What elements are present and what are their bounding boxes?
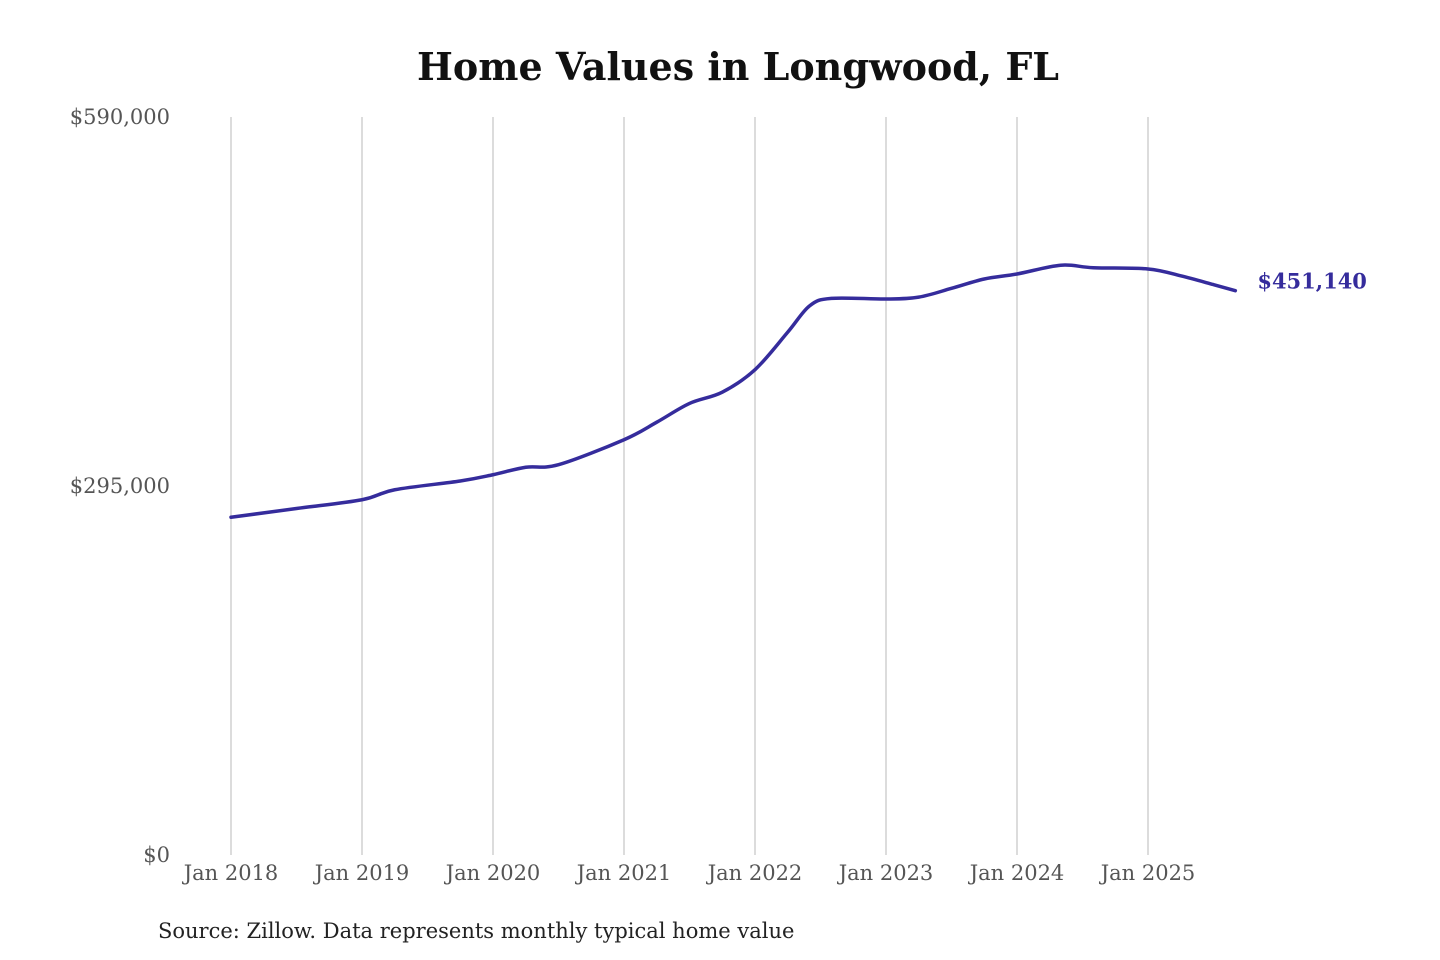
x-tick-label: Jan 2020 bbox=[444, 861, 541, 885]
y-tick-label: $0 bbox=[143, 843, 170, 867]
x-tick-label: Jan 2025 bbox=[1099, 861, 1196, 885]
x-tick-label: Jan 2018 bbox=[182, 861, 279, 885]
x-tick-label: Jan 2021 bbox=[575, 861, 672, 885]
end-value-label: $451,140 bbox=[1257, 269, 1367, 294]
chart-title: Home Values in Longwood, FL bbox=[417, 44, 1059, 89]
x-tick-label: Jan 2022 bbox=[706, 861, 803, 885]
source-note: Source: Zillow. Data represents monthly … bbox=[158, 919, 794, 943]
y-tick-label: $295,000 bbox=[70, 474, 170, 498]
x-tick-label: Jan 2023 bbox=[837, 861, 934, 885]
x-tick-label: Jan 2024 bbox=[968, 861, 1065, 885]
x-tick-label: Jan 2019 bbox=[313, 861, 410, 885]
series-line bbox=[229, 263, 1238, 520]
y-tick-label: $590,000 bbox=[70, 105, 170, 129]
